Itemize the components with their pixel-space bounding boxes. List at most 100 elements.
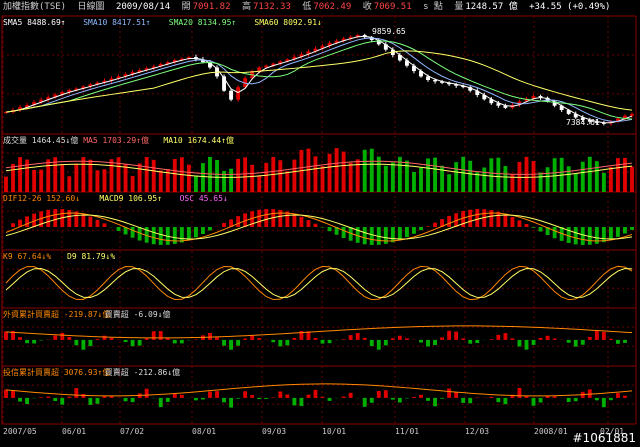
trust-bar-27 bbox=[193, 397, 198, 401]
candle-75 bbox=[531, 96, 536, 99]
sma20-line bbox=[5, 40, 633, 120]
foreign-bar-4 bbox=[32, 339, 37, 344]
macd-bar-75 bbox=[531, 227, 536, 228]
macd-bar-46 bbox=[327, 227, 332, 232]
macd-bar-62 bbox=[440, 219, 445, 227]
candle-24 bbox=[172, 60, 177, 63]
volume-bar-60 bbox=[426, 158, 430, 192]
trust-bar-32 bbox=[229, 397, 234, 408]
volume-bar-15 bbox=[109, 159, 114, 192]
x-axis: 2007/05 06/01 07/02 08/01 09/03 10/01 11/01 12/… bbox=[0, 427, 640, 441]
candle-54 bbox=[383, 44, 388, 50]
volume-bar-50 bbox=[355, 159, 360, 192]
trust-bar-88 bbox=[623, 395, 627, 398]
candle-21 bbox=[151, 66, 156, 69]
macd-bar-72 bbox=[510, 217, 515, 227]
macd-bar-55 bbox=[390, 227, 395, 243]
foreign-bar-40 bbox=[285, 339, 290, 346]
kd-label-0: K9 67.64↓% bbox=[3, 252, 52, 261]
macd-bar-9 bbox=[67, 209, 72, 227]
trust-bar-13 bbox=[95, 397, 100, 404]
candle-18 bbox=[130, 72, 135, 75]
trust-bar-49 bbox=[348, 392, 353, 398]
trust-bar-28 bbox=[201, 397, 205, 400]
volume-bar-55 bbox=[390, 162, 395, 192]
trust-bar-55 bbox=[390, 397, 395, 400]
volume-bar-66 bbox=[468, 160, 473, 192]
candle-20 bbox=[144, 68, 149, 70]
trust-label-0: 投信累計買賣超 3076.93↑億 bbox=[3, 368, 111, 377]
candle-16 bbox=[116, 76, 121, 79]
macd-bar-85 bbox=[601, 227, 606, 243]
volume-bar-84 bbox=[594, 161, 599, 192]
volume-bar-26 bbox=[186, 164, 191, 192]
macd-bar-73 bbox=[517, 220, 522, 227]
volume-bar-23 bbox=[165, 169, 170, 192]
volume-bar-49 bbox=[348, 162, 353, 192]
volume-bar-11 bbox=[81, 157, 86, 192]
trust-bar-69 bbox=[489, 396, 494, 398]
trust-bar-14 bbox=[102, 396, 107, 398]
macd-bar-63 bbox=[447, 215, 452, 227]
foreign-bar-32 bbox=[229, 339, 234, 350]
trust-bar-75 bbox=[531, 397, 536, 406]
candle-49 bbox=[348, 36, 353, 39]
candle-69 bbox=[489, 99, 494, 104]
trust-bar-9 bbox=[67, 396, 72, 398]
candle-79 bbox=[559, 105, 564, 110]
volume-bar-52 bbox=[369, 148, 374, 192]
macd-bar-4 bbox=[32, 213, 37, 227]
macd-bar-37 bbox=[264, 209, 269, 227]
trust-bar-18 bbox=[130, 397, 135, 403]
trust-bar-56 bbox=[397, 397, 402, 403]
macd-bar-54 bbox=[383, 227, 388, 244]
foreign-cum-line bbox=[5, 325, 633, 339]
trust-bar-42 bbox=[299, 397, 304, 407]
volume-bar-53 bbox=[376, 156, 381, 192]
candle-5 bbox=[39, 99, 44, 103]
macd-bar-33 bbox=[236, 216, 241, 227]
volume-bar-36 bbox=[257, 175, 262, 192]
macd-bar-14 bbox=[102, 223, 107, 227]
high-label: 高 bbox=[241, 2, 251, 12]
candle-47 bbox=[334, 40, 339, 43]
macd-bar-20 bbox=[144, 227, 149, 243]
foreign-bar-72 bbox=[510, 338, 515, 340]
volume-bar-10 bbox=[74, 163, 79, 192]
foreign-bar-44 bbox=[313, 337, 318, 340]
volume-bar-4 bbox=[32, 169, 37, 192]
foreign-bar-74 bbox=[524, 339, 529, 350]
volume-bar-86 bbox=[608, 166, 613, 192]
foreign-bar-46 bbox=[327, 339, 332, 344]
macd-bar-27 bbox=[193, 227, 198, 238]
volume-bar-20 bbox=[144, 156, 149, 192]
trust-bar-54 bbox=[383, 390, 388, 398]
candle-89 bbox=[630, 113, 634, 116]
foreign-bar-34 bbox=[243, 338, 248, 340]
trust-bar-65 bbox=[461, 397, 466, 403]
candle-9 bbox=[67, 90, 72, 93]
foreign-bar-38 bbox=[271, 339, 276, 343]
candle-29 bbox=[208, 62, 212, 68]
macd-bar-40 bbox=[285, 211, 290, 227]
price-label-3: SMA60 8092.91↓ bbox=[254, 18, 322, 27]
macd-bar-56 bbox=[397, 227, 402, 240]
x-tick-3: 08/01 bbox=[192, 427, 217, 436]
volume-bar-82 bbox=[580, 161, 585, 192]
x-tick-9: 02/01 bbox=[600, 427, 625, 436]
foreign-bar-21 bbox=[151, 331, 156, 340]
trust-bar-44 bbox=[313, 389, 318, 398]
header-bar: 加權指數(TSE) 日線圖 2009/08/14 開 7091.82 高 7132.… bbox=[3, 0, 616, 14]
trust-bar-41 bbox=[292, 397, 297, 406]
volume-bar-54 bbox=[383, 165, 388, 192]
foreign-bar-11 bbox=[81, 339, 86, 350]
macd-bar-44 bbox=[313, 223, 318, 227]
volume-bar-56 bbox=[397, 156, 402, 192]
candle-76 bbox=[538, 96, 543, 98]
volume-bar-17 bbox=[123, 164, 128, 192]
volume-bar-65 bbox=[461, 156, 466, 192]
macd-bar-2 bbox=[18, 219, 23, 227]
foreign-bar-0 bbox=[4, 331, 8, 340]
